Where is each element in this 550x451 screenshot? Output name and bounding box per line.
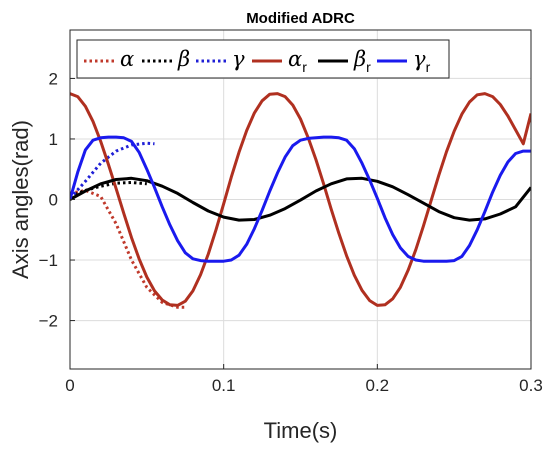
x-tick-label: 0.3 [519, 376, 543, 395]
series-line-1 [70, 181, 147, 198]
legend-box [76, 39, 450, 79]
legend-subscript-4: r [366, 59, 371, 75]
series-line-2 [70, 141, 155, 200]
chart-title: Modified ADRC [246, 10, 355, 27]
legend-subscript-3: r [302, 59, 307, 75]
series-line-3 [70, 92, 531, 307]
series-line-5 [70, 135, 531, 263]
axis-ticks: 0 0.1 0.2 0.3 −2 −1 0 1 2 [39, 69, 543, 395]
x-tick-label: 0.1 [212, 376, 236, 395]
series-line-0 [70, 188, 186, 309]
y-tick-label: 0 [49, 191, 58, 210]
y-tick-label: −1 [39, 251, 58, 270]
legend-label-2: γ [232, 47, 245, 71]
legend: α β γ αr βr γr [76, 39, 450, 79]
y-tick-label: −2 [39, 312, 58, 331]
y-axis-label: Axis angles(rad) [8, 120, 33, 279]
x-tick-label: 0.2 [366, 376, 390, 395]
legend-label-0: α [120, 47, 134, 71]
legend-label-1: β [177, 47, 190, 71]
series-line-4 [70, 176, 531, 222]
y-tick-label: 2 [49, 69, 58, 88]
y-tick-label: 1 [49, 130, 58, 149]
legend-subscript-5: r [426, 59, 431, 75]
x-axis-label: Time(s) [264, 418, 338, 443]
x-tick-label: 0 [65, 376, 74, 395]
series-lines [70, 92, 531, 309]
